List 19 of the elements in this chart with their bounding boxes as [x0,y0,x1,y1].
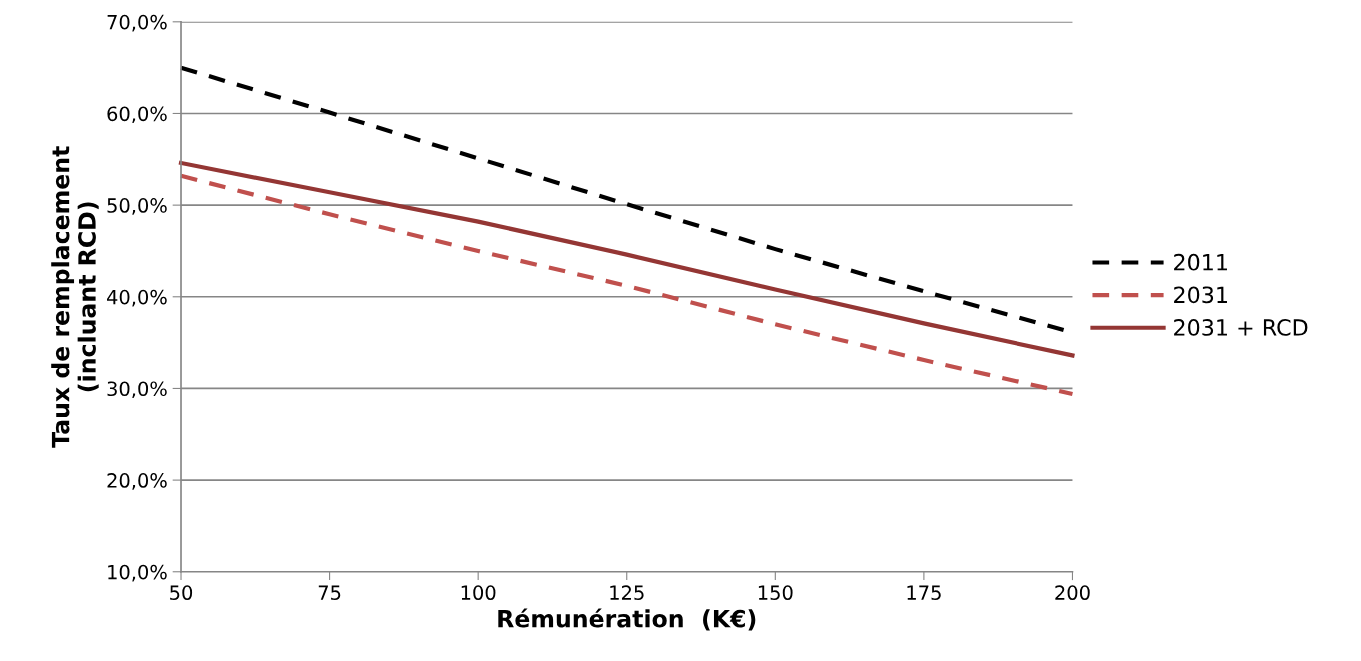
x-tick-label: 175 [907,585,941,601]
x-tick-label: 50 [170,585,193,601]
x-tick-label: 200 [1055,585,1090,601]
y-tick-label: 20,0% [107,473,167,490]
x-tick-label: 75 [318,585,341,601]
y-tick-label: 70,0% [107,14,167,32]
legend-label: 2031 + RCD [1174,319,1308,336]
x-tick-label: 150 [758,585,793,601]
x-axis-title: Rémunération (K€) [498,608,756,631]
x-tick-label: 125 [610,585,644,601]
legend-label: 2031 [1174,286,1227,304]
legend-label: 2011 [1174,253,1227,271]
y-tick-label: 40,0% [107,289,167,307]
y-axis-title: Taux de remplacement (incluant RCD) [51,146,99,448]
y-tick-label: 50,0% [107,198,167,215]
y-tick-label: 10,0% [108,564,167,582]
x-tick-label: 100 [461,585,496,601]
y-tick-label: 30,0% [107,381,167,399]
y-tick-label: 60,0% [107,106,167,124]
